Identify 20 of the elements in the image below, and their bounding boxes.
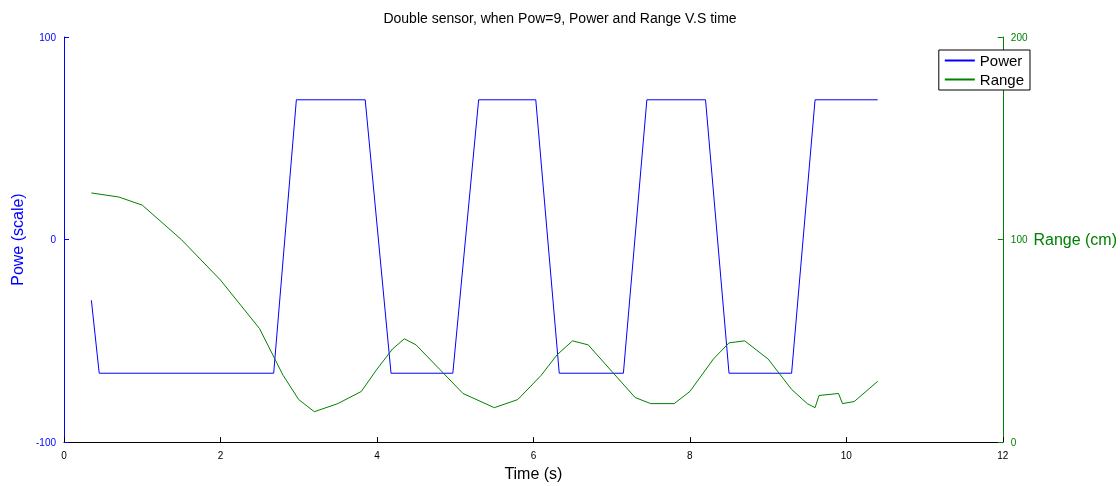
x-tick-label: 8 [687,449,694,461]
legend-label: Power [979,52,1023,69]
line-series [90,192,879,413]
x-tick-label: 4 [374,449,381,461]
y2-tick-label: 0 [1010,436,1017,448]
x-tick-label: 6 [530,449,537,461]
x-tick-label: 0 [61,449,68,461]
y-tick-label: -100 [35,436,57,448]
y-axis-title: Powe (scale) [8,193,26,286]
y2-axis-title: Range (cm) [1033,231,1117,249]
legend-label: Range [979,71,1024,88]
x-axis-title: Time (s) [504,464,563,482]
chart-title: Double sensor, when Pow=9, Power and Range V.S time [383,10,737,26]
y-tick-label: 100 [39,31,57,43]
x-tick-label: 10 [840,449,853,461]
y2-tick-label: 200 [1010,31,1028,43]
y2-tick-label: 100 [1010,234,1028,246]
x-tick-label: 2 [217,449,224,461]
y-tick-label: 0 [50,234,57,246]
x-tick-label: 12 [997,449,1009,461]
